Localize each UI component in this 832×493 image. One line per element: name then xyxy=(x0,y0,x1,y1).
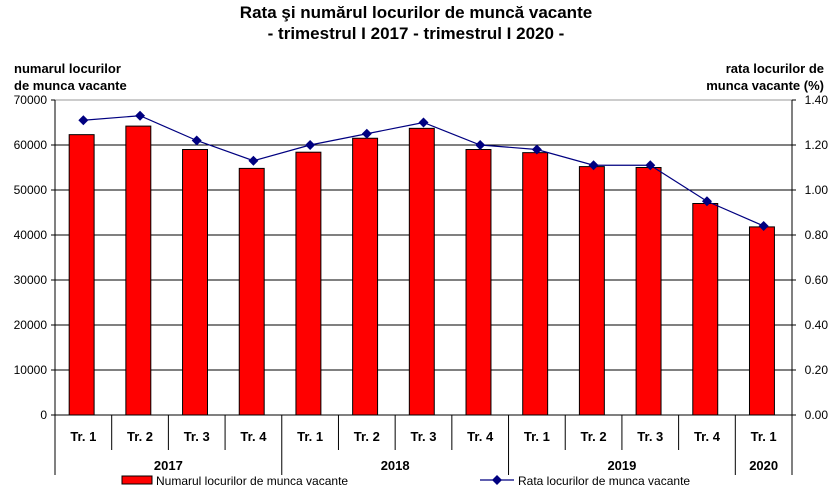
left-tick-label: 0 xyxy=(40,408,47,422)
chart-title: Rata şi numărul locurilor de muncă vacan… xyxy=(239,3,593,22)
bar xyxy=(748,226,775,416)
left-axis-label-line: numarul locurilor xyxy=(14,61,121,76)
rate-point xyxy=(418,117,429,128)
bar xyxy=(125,125,152,416)
year-label: 2020 xyxy=(749,458,778,473)
right-tick-label: 0.40 xyxy=(805,318,829,332)
right-axis-label: rata locurilor de munca vacante (%) xyxy=(706,60,824,94)
legend-line-marker xyxy=(492,475,502,485)
quarter-label: Tr. 1 xyxy=(70,429,96,444)
right-tick-label: 0.00 xyxy=(805,408,829,422)
rate-point xyxy=(248,155,259,166)
rate-point xyxy=(475,140,486,150)
bar xyxy=(635,167,662,416)
rate-point xyxy=(758,221,769,231)
right-axis-label-line: rata locurilor de xyxy=(725,61,824,76)
right-tick-label: 0.80 xyxy=(805,228,829,242)
bar xyxy=(522,152,549,416)
legend-line-label: Rata locurilor de munca vacante xyxy=(518,474,690,488)
left-tick-label: 60000 xyxy=(14,138,48,152)
rate-point xyxy=(361,128,372,139)
year-label: 2018 xyxy=(381,458,410,473)
left-tick-label: 40000 xyxy=(14,228,48,242)
right-tick-label: 0.60 xyxy=(805,273,829,287)
rate-point xyxy=(305,140,316,150)
bar xyxy=(182,149,209,416)
right-axis-label-line: munca vacante (%) xyxy=(706,78,824,93)
quarter-label: Tr. 2 xyxy=(354,429,380,444)
year-label: 2019 xyxy=(607,458,636,473)
rate-point xyxy=(588,160,599,171)
left-tick-label: 70000 xyxy=(14,93,48,107)
quarter-label: Tr. 4 xyxy=(240,429,267,444)
rate-point xyxy=(701,196,712,207)
rate-point xyxy=(645,160,656,171)
bar xyxy=(68,134,95,416)
quarter-label: Tr. 3 xyxy=(184,429,210,444)
bar xyxy=(352,137,379,416)
bar xyxy=(692,203,719,416)
bar xyxy=(238,167,265,416)
right-tick-label: 1.20 xyxy=(805,138,829,152)
rate-point xyxy=(135,110,146,121)
left-tick-label: 30000 xyxy=(14,273,48,287)
left-tick-label: 10000 xyxy=(14,363,48,377)
quarter-label: Tr. 4 xyxy=(694,429,721,444)
quarter-label: Tr. 1 xyxy=(524,429,550,444)
rate-point xyxy=(78,115,89,126)
quarter-label: Tr. 4 xyxy=(467,429,494,444)
chart-subtitle: - trimestrul I 2017 - trimestrul I 2020 … xyxy=(267,24,565,43)
bar xyxy=(578,166,605,416)
quarter-label: Tr. 1 xyxy=(297,429,323,444)
right-tick-label: 0.20 xyxy=(805,363,829,377)
bar xyxy=(295,151,322,416)
bar xyxy=(465,149,492,416)
quarter-label: Tr. 2 xyxy=(127,429,153,444)
quarter-label: Tr. 3 xyxy=(410,429,436,444)
legend-bar-label: Numarul locurilor de munca vacante xyxy=(156,474,348,488)
bar xyxy=(408,127,435,416)
quarter-label: Tr. 1 xyxy=(751,429,777,444)
legend-bar-swatch xyxy=(121,475,153,485)
quarter-label: Tr. 3 xyxy=(637,429,663,444)
left-tick-label: 20000 xyxy=(14,318,48,332)
left-axis-label-line: de munca vacante xyxy=(14,78,127,93)
rate-point xyxy=(531,144,542,155)
left-tick-label: 50000 xyxy=(14,183,48,197)
year-label: 2017 xyxy=(154,458,183,473)
rate-point xyxy=(191,135,202,146)
right-tick-label: 1.40 xyxy=(805,93,829,107)
right-tick-label: 1.00 xyxy=(805,183,829,197)
left-axis-label: numarul locurilor de munca vacante xyxy=(14,60,127,94)
quarter-label: Tr. 2 xyxy=(581,429,607,444)
